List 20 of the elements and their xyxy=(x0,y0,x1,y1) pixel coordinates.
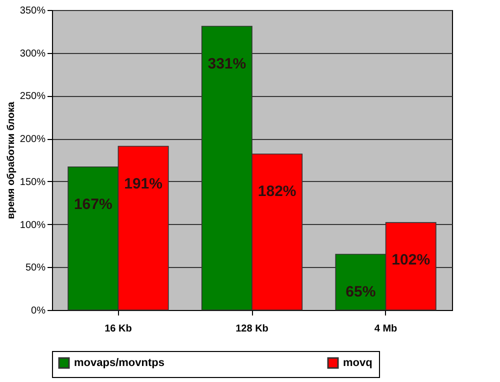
y-axis-title: время обработки блока xyxy=(6,101,17,220)
y-tick-label: 50% xyxy=(25,262,46,274)
legend-label: movq xyxy=(343,357,372,369)
data-label: 191% xyxy=(124,175,162,192)
x-tick-label: 16 Kb xyxy=(104,324,132,334)
y-tick-label: 300% xyxy=(20,48,46,60)
data-label: 331% xyxy=(208,55,246,72)
data-label: 65% xyxy=(346,283,376,300)
legend-label: movaps/movntps xyxy=(74,357,164,369)
x-tick-label: 4 Mb xyxy=(374,324,398,334)
y-tick-label: 350% xyxy=(20,6,46,16)
y-tick-label: 200% xyxy=(20,134,46,146)
data-label: 182% xyxy=(258,183,296,200)
y-tick-label: 100% xyxy=(20,220,46,231)
x-tick-label: 128 Kb xyxy=(236,324,268,334)
data-label: 102% xyxy=(392,252,430,269)
data-label: 167% xyxy=(74,196,112,213)
y-tick-label: 150% xyxy=(20,176,46,188)
y-tick-label: 0% xyxy=(31,306,46,316)
y-tick-label: 250% xyxy=(20,91,46,102)
